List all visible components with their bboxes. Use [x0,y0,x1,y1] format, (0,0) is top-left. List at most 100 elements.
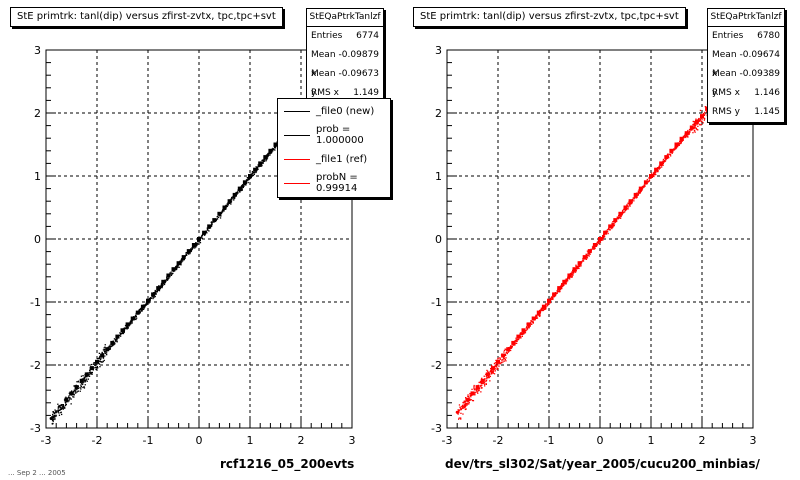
scatter-block [268,148,273,153]
data-point [649,174,653,178]
scatter-dot [126,326,128,329]
scatter-dot [694,127,696,129]
scatter-dot [521,335,523,337]
scatter-dot [486,378,488,380]
scatter-dot [531,321,533,323]
scatter-dot [241,184,244,186]
scatter-dot [465,404,467,406]
scatter-dot [471,388,473,390]
x-tick-label: 2 [298,434,305,447]
scatter-dot [675,145,677,148]
scatter-dot [60,408,62,410]
y-tick-label: 0 [34,233,41,246]
scatter-block [552,292,557,297]
scatter-dot [266,155,269,157]
scatter-dot [152,296,154,298]
scatter-dot [186,252,188,254]
scatter-dot [82,378,85,380]
scatter-dot [460,417,462,419]
scatter-dot [481,382,483,385]
scatter-dot [469,399,471,401]
scatter-dot [52,417,54,419]
data-point [49,417,53,421]
scatter-dot [655,171,657,174]
scatter-dot [658,165,660,167]
scatter-dot [704,106,706,108]
scatter-dot [63,406,66,408]
scatter-dot [490,368,492,370]
scatter-dot [629,203,631,205]
scatter-dot [566,281,568,283]
scatter-dot [613,223,616,225]
scatter-dot [685,136,687,139]
scatter-dot [94,364,96,367]
scatter-dot [131,320,133,322]
scatter-dot [581,260,583,262]
scatter-dot [550,297,552,300]
scatter-dot [205,230,208,232]
scatter-dot [73,394,75,396]
scatter-block [217,211,222,216]
scatter-dot [190,249,192,251]
scatter-dot [484,385,486,387]
scatter-dot [62,404,64,406]
scatter-dot [231,196,233,199]
scatter-dot [489,373,491,375]
scatter-dot [245,179,248,181]
scatter-dot [687,129,689,132]
scatter-block [490,366,495,371]
left-stats-row: RMS x 1.149 [311,88,379,98]
data-point [624,206,627,209]
scatter-block [506,347,511,352]
scatter-dot [253,173,255,175]
scatter-dot [701,117,703,119]
scatter-dot [77,381,79,383]
scatter-dot [159,287,161,290]
scatter-dot [255,166,257,168]
scatter-dot [257,164,260,167]
scatter-dot [538,315,541,317]
scatter-dot [470,396,472,398]
scatter-dot [232,197,235,199]
scatter-dot [245,184,247,186]
scatter-dot [599,243,601,245]
scatter-dot [257,166,259,168]
scatter-dot [57,411,59,413]
scatter-dot [84,381,87,383]
scatter-dot [229,202,231,204]
scatter-dot [636,196,638,199]
scatter-dot [161,287,163,289]
scatter-dot [98,352,100,354]
x-tick-label: -1 [544,434,555,447]
scatter-dot [616,217,619,220]
scatter-dot [93,362,95,364]
x-tick-label: -3 [442,434,453,447]
scatter-dot [119,332,121,334]
scatter-dot [104,344,106,346]
scatter-dot [115,340,117,343]
scatter-dot [611,222,613,225]
scatter-dot [163,283,166,286]
scatter-dot [68,400,70,402]
scatter-dot [653,173,655,176]
scatter-dot [612,221,614,223]
left-stats-box: StEQaPtrkTanlzf Entries 6774 Mean x -0.098… [306,8,384,104]
scatter-dot [59,409,61,411]
scatter-dot [634,197,636,199]
scatter-dot [53,417,56,419]
scatter-dot [54,418,56,421]
scatter-dot [643,186,645,188]
scatter-dot [496,367,499,369]
scatter-dot [491,371,493,373]
scatter-block [100,353,105,358]
scatter-dot [134,316,136,318]
scatter-dot [165,279,168,281]
scatter-dot [684,134,686,136]
scatter-dot [119,334,121,336]
scatter-dot [653,172,655,174]
scatter-dot [503,351,505,353]
scatter-dot [561,283,563,285]
scatter-dot [98,360,100,363]
scatter-block [105,347,110,352]
scatter-dot [197,240,199,242]
